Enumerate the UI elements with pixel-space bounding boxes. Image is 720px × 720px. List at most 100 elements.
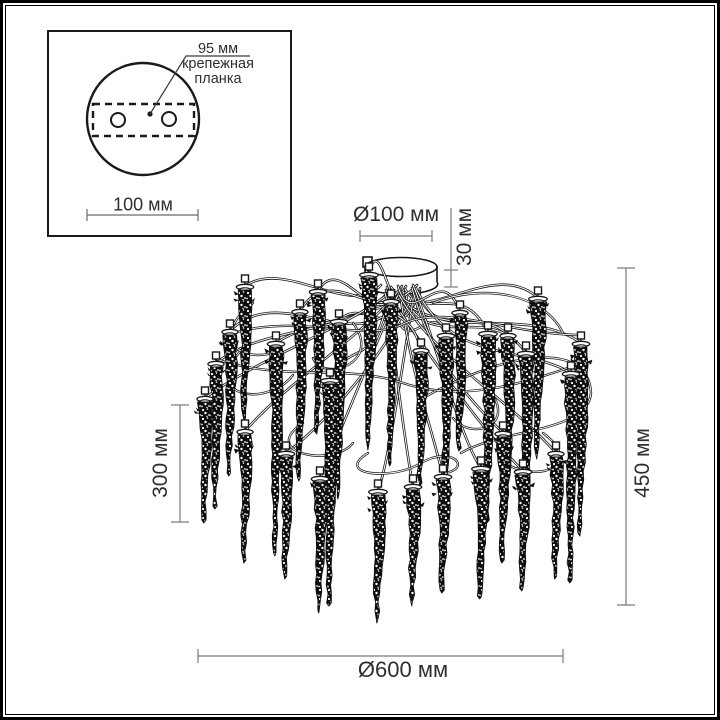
drop-spike	[207, 366, 211, 372]
drop-bead	[576, 331, 586, 340]
canopy-diameter-label: Ø100 мм	[352, 203, 440, 226]
drop-spike	[449, 492, 453, 497]
drop-spike	[233, 448, 240, 454]
drop-bead	[438, 464, 448, 473]
drop-spike	[487, 478, 493, 483]
drop-body	[293, 314, 308, 482]
drop-spike	[235, 340, 239, 345]
drop-spike	[450, 317, 455, 323]
crystal-drop	[318, 368, 342, 607]
drop-spike	[452, 346, 457, 350]
drop-bead	[566, 361, 576, 370]
drop-spike	[264, 348, 270, 354]
drop-spike	[324, 297, 329, 302]
drop-spike	[561, 459, 568, 465]
mounting-plate-drawing	[85, 55, 250, 221]
drop-body	[222, 334, 238, 477]
drop-spike	[545, 463, 551, 467]
drop-spike	[494, 336, 500, 341]
drop-spike	[292, 463, 298, 469]
drop-spike	[475, 340, 482, 346]
crystal-drop	[431, 464, 453, 594]
drop-spike	[358, 286, 363, 290]
crystal-drop	[358, 262, 380, 451]
drop-spike	[234, 443, 240, 448]
drop-body	[383, 304, 399, 467]
drop-spike	[527, 305, 532, 310]
crystal-drop	[218, 319, 239, 477]
drop-spike	[290, 316, 295, 321]
drop-spike	[470, 480, 475, 485]
screw-hole-left	[110, 112, 126, 128]
drop-bead	[334, 309, 344, 318]
crystal-drop	[306, 279, 329, 435]
drop-spike	[436, 351, 440, 355]
drop-spike	[493, 437, 498, 441]
drop-spike	[318, 384, 324, 389]
crystal-drop	[470, 456, 493, 600]
crystal-drop	[449, 300, 469, 452]
drop-bead	[281, 441, 291, 450]
crystal-drop	[233, 274, 256, 422]
drop-body	[549, 456, 564, 580]
drop-bead	[455, 300, 465, 309]
total-diameter-label: Ø600 мм	[357, 657, 449, 682]
drop-spike	[532, 369, 538, 373]
drop-body	[237, 434, 253, 564]
drop-bead	[483, 321, 493, 330]
drop-body	[268, 346, 285, 557]
crystal-drop	[525, 286, 550, 460]
drop-spike	[358, 283, 363, 287]
drop-body	[453, 315, 469, 452]
drop-spike	[221, 369, 226, 373]
drop-spike	[251, 297, 256, 302]
drop-bead	[325, 368, 335, 377]
drop-bead	[416, 338, 426, 347]
drop-spike	[345, 335, 349, 341]
drop-spike	[275, 461, 280, 466]
drop-bead	[476, 456, 486, 465]
wire-arm-highlight	[432, 292, 564, 334]
drop-spike	[587, 359, 593, 365]
drop-spike	[282, 361, 288, 365]
drop-spike	[426, 366, 433, 370]
drop-spike	[516, 366, 520, 371]
drop-bead	[240, 274, 250, 283]
crystal-drop	[367, 479, 389, 624]
drop-body	[197, 401, 213, 524]
drop-spike	[193, 410, 200, 414]
drop-spike	[560, 379, 565, 384]
drop-spike	[367, 507, 372, 513]
mounting-bar-dashed-rect	[91, 102, 196, 138]
drop-body	[360, 277, 378, 451]
drop-body	[514, 474, 531, 592]
drop-spike	[309, 482, 314, 486]
drop-body	[237, 289, 253, 422]
drop-spike	[513, 340, 518, 345]
crystal-drop	[545, 441, 568, 580]
drop-spike	[233, 298, 239, 302]
drop-spike	[329, 332, 333, 337]
drop-body	[472, 471, 490, 600]
drop-bead	[503, 323, 513, 332]
drop-body	[413, 353, 429, 487]
mounting-bar-label-line2: планка	[194, 71, 242, 87]
drop-spike	[306, 301, 312, 305]
mounting-plate-inset	[47, 30, 292, 237]
drop-spike	[250, 444, 255, 449]
dim-canopy-height	[444, 208, 458, 288]
drop-spike	[306, 303, 312, 308]
leader-line	[149, 55, 250, 115]
drop-body	[310, 294, 326, 435]
drop-body	[496, 436, 511, 564]
crystal-drop	[264, 331, 288, 557]
drop-bead	[441, 323, 451, 332]
drop-bead	[521, 341, 531, 350]
drop-spike	[544, 303, 550, 307]
drop-spike	[375, 290, 380, 296]
drop-body	[371, 494, 387, 624]
drop-spike	[525, 308, 532, 314]
drop-bead	[551, 441, 561, 450]
crystal-drop	[497, 323, 518, 507]
drop-bead	[373, 479, 383, 488]
